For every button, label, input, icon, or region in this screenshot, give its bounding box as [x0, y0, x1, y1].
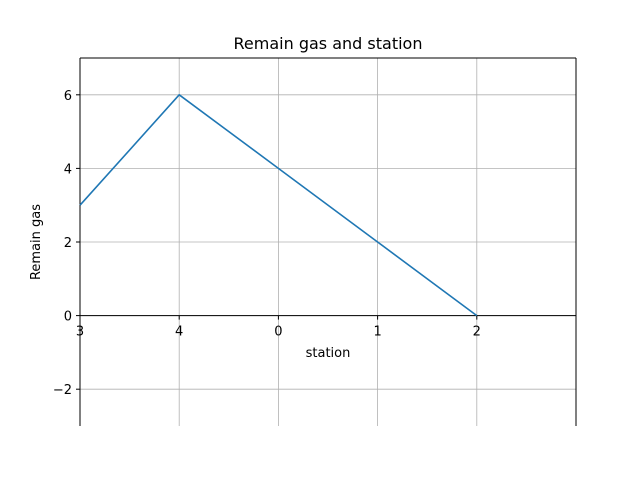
y-tick-label: 6 — [64, 89, 72, 104]
x-tick-label: 4 — [175, 325, 183, 340]
y-axis-label: Remain gas — [29, 204, 44, 280]
x-axis-label: station — [306, 346, 351, 361]
x-tick-label: 1 — [373, 325, 381, 340]
x-axis: 3 4 0 1 2 — [76, 315, 481, 340]
y-tick-label: −2 — [53, 383, 72, 398]
chart-title: Remain gas and station — [234, 34, 423, 53]
y-axis: −2 0 2 4 6 — [53, 89, 80, 398]
x-tick-label: 2 — [473, 325, 481, 340]
y-tick-label: 2 — [64, 236, 72, 251]
series-line — [79, 94, 478, 317]
plot-spines — [79, 57, 577, 426]
y-tick-label: 0 — [64, 310, 72, 325]
y-tick-label: 4 — [64, 162, 72, 177]
x-tick-label: 0 — [274, 325, 282, 340]
x-tick-label: 3 — [76, 325, 84, 340]
grid-lines — [79, 58, 576, 426]
data-series — [79, 94, 478, 317]
